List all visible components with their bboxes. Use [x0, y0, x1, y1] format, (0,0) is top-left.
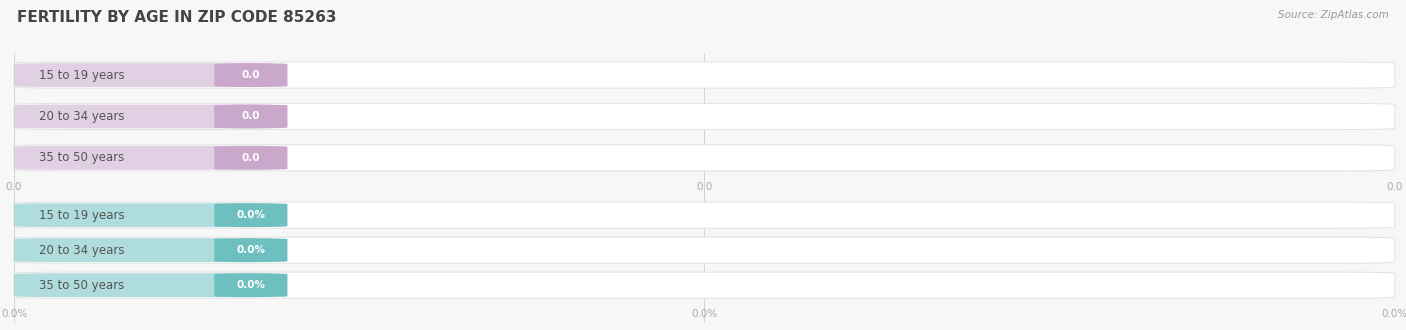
Text: 35 to 50 years: 35 to 50 years [39, 151, 124, 164]
FancyBboxPatch shape [214, 273, 287, 297]
Text: 0.0%: 0.0% [692, 309, 717, 319]
Text: 15 to 19 years: 15 to 19 years [39, 209, 125, 222]
Text: 0.0: 0.0 [242, 112, 260, 121]
FancyBboxPatch shape [14, 273, 277, 297]
Text: 0.0%: 0.0% [236, 245, 266, 255]
Text: FERTILITY BY AGE IN ZIP CODE 85263: FERTILITY BY AGE IN ZIP CODE 85263 [17, 10, 336, 25]
Text: 0.0%: 0.0% [236, 210, 266, 220]
Text: 0.0: 0.0 [1386, 182, 1403, 191]
Text: 0.0: 0.0 [696, 182, 713, 191]
FancyBboxPatch shape [14, 237, 1395, 263]
Text: Source: ZipAtlas.com: Source: ZipAtlas.com [1278, 10, 1389, 20]
FancyBboxPatch shape [14, 103, 1395, 129]
Text: 0.0: 0.0 [6, 182, 22, 191]
FancyBboxPatch shape [14, 105, 277, 128]
Text: 0.0%: 0.0% [1382, 309, 1406, 319]
Text: 20 to 34 years: 20 to 34 years [39, 110, 124, 123]
FancyBboxPatch shape [14, 272, 1395, 298]
Text: 0.0%: 0.0% [1, 309, 27, 319]
FancyBboxPatch shape [14, 238, 277, 262]
FancyBboxPatch shape [14, 202, 1395, 228]
FancyBboxPatch shape [14, 62, 1395, 88]
Text: 0.0: 0.0 [242, 70, 260, 80]
Text: 0.0: 0.0 [242, 153, 260, 163]
FancyBboxPatch shape [214, 203, 287, 227]
FancyBboxPatch shape [214, 63, 287, 87]
Text: 0.0%: 0.0% [236, 280, 266, 290]
FancyBboxPatch shape [214, 105, 287, 128]
FancyBboxPatch shape [214, 238, 287, 262]
FancyBboxPatch shape [14, 145, 1395, 171]
FancyBboxPatch shape [214, 146, 287, 170]
Text: 35 to 50 years: 35 to 50 years [39, 279, 124, 292]
Text: 20 to 34 years: 20 to 34 years [39, 244, 124, 257]
FancyBboxPatch shape [14, 146, 277, 170]
FancyBboxPatch shape [14, 63, 277, 87]
Text: 15 to 19 years: 15 to 19 years [39, 69, 125, 82]
FancyBboxPatch shape [14, 203, 277, 227]
